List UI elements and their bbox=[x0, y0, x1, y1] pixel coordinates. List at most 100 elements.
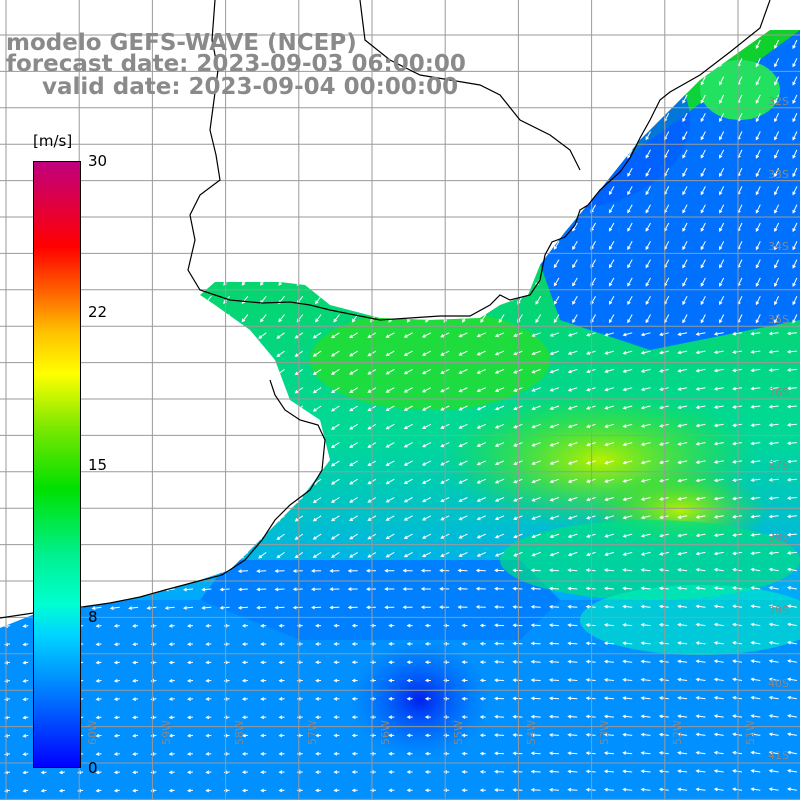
wind-arrow bbox=[276, 497, 285, 504]
wind-arrow bbox=[622, 623, 633, 627]
wind-arrow bbox=[168, 131, 176, 140]
wind-arrow bbox=[312, 387, 322, 394]
wind-arrow bbox=[640, 497, 651, 501]
wind-arrow bbox=[755, 314, 761, 324]
wind-arrow bbox=[719, 259, 725, 269]
wind-arrow bbox=[425, 277, 432, 287]
wind-arrow bbox=[333, 295, 340, 305]
wind-arrow bbox=[677, 405, 688, 410]
wind-arrow bbox=[640, 551, 651, 556]
wind-arrow bbox=[403, 405, 413, 411]
wind-arrow bbox=[572, 259, 578, 269]
wind-arrow bbox=[787, 677, 797, 682]
wind-arrow bbox=[149, 387, 157, 395]
wind-arrow bbox=[351, 623, 358, 628]
wind-arrow bbox=[112, 478, 121, 487]
wind-arrow bbox=[164, 569, 175, 574]
wind-arrow bbox=[241, 259, 249, 268]
wind-arrow bbox=[750, 423, 761, 428]
wind-arrow bbox=[494, 350, 505, 356]
wind-arrow bbox=[349, 387, 358, 393]
colorbar-tick: 0 bbox=[88, 759, 98, 777]
wind-arrow bbox=[682, 112, 688, 123]
wind-arrow bbox=[330, 551, 340, 558]
wind-arrow bbox=[572, 277, 578, 287]
wind-arrow bbox=[682, 222, 688, 232]
wind-arrow bbox=[149, 552, 157, 560]
wind-arrow bbox=[333, 751, 340, 756]
wind-arrow bbox=[535, 295, 542, 305]
wind-arrow bbox=[403, 478, 413, 484]
wind-arrow bbox=[424, 715, 431, 719]
wind-arrow bbox=[424, 733, 431, 738]
wind-arrow bbox=[567, 604, 578, 609]
wind-arrow bbox=[480, 131, 487, 140]
wind-arrow bbox=[461, 295, 468, 305]
wind-arrow bbox=[278, 259, 285, 268]
wind-arrow bbox=[719, 149, 725, 159]
wind-arrow bbox=[719, 222, 725, 232]
wind-arrow bbox=[168, 314, 176, 323]
wind-arrow bbox=[385, 497, 395, 503]
wind-arrow bbox=[786, 386, 797, 391]
wind-arrow bbox=[476, 332, 487, 338]
wind-arrow bbox=[296, 149, 304, 158]
wind-arrow bbox=[186, 770, 194, 775]
wind-arrow bbox=[682, 314, 688, 324]
wind-arrow bbox=[311, 569, 322, 573]
wind-arrow bbox=[768, 769, 779, 773]
wind-arrow bbox=[164, 606, 175, 610]
wind-arrow bbox=[241, 642, 248, 646]
wind-arrow bbox=[22, 387, 29, 396]
wind-arrow bbox=[58, 112, 66, 121]
wind-arrow bbox=[608, 94, 615, 104]
wind-arrow bbox=[278, 131, 285, 140]
wind-arrow bbox=[604, 423, 615, 428]
wind-arrow bbox=[130, 552, 139, 560]
wind-arrow bbox=[205, 660, 212, 665]
wind-arrow bbox=[792, 204, 798, 214]
wind-arrow bbox=[553, 222, 560, 232]
wind-arrow bbox=[203, 515, 212, 523]
wind-arrow bbox=[260, 642, 267, 646]
wind-arrow bbox=[239, 497, 249, 504]
wind-arrow bbox=[94, 277, 102, 286]
wind-arrow bbox=[94, 552, 102, 560]
lon-label: 55W bbox=[452, 720, 465, 745]
wind-arrow bbox=[755, 295, 761, 306]
wind-arrow bbox=[22, 660, 29, 665]
colorbar-unit: [m/s] bbox=[33, 132, 73, 150]
wind-arrow bbox=[58, 788, 65, 793]
wind-arrow bbox=[750, 441, 761, 446]
wind-arrow bbox=[476, 368, 487, 374]
wind-arrow bbox=[640, 332, 651, 337]
wind-arrow bbox=[421, 442, 432, 448]
wind-arrow bbox=[296, 112, 304, 122]
wind-arrow bbox=[278, 751, 285, 756]
wind-arrow bbox=[768, 640, 779, 645]
wind-arrow bbox=[351, 642, 358, 646]
wind-arrow bbox=[494, 788, 505, 792]
wind-arrow bbox=[421, 423, 432, 429]
wind-arrow bbox=[480, 186, 487, 195]
wind-arrow bbox=[112, 552, 121, 560]
wind-arrow bbox=[402, 568, 413, 573]
wind-arrow bbox=[167, 350, 176, 358]
wind-arrow bbox=[276, 551, 285, 559]
wind-arrow bbox=[239, 332, 249, 340]
wind-arrow bbox=[553, 186, 560, 196]
wind-arrow bbox=[608, 314, 615, 324]
wind-arrow bbox=[572, 295, 578, 305]
lon-label: 59W bbox=[160, 720, 173, 745]
wind-arrow bbox=[567, 641, 578, 646]
wind-arrow bbox=[627, 76, 633, 86]
wind-arrow bbox=[406, 715, 413, 719]
wind-arrow bbox=[530, 586, 541, 591]
wind-arrow bbox=[330, 533, 340, 540]
wind-arrow bbox=[750, 586, 761, 590]
wind-arrow bbox=[204, 277, 212, 286]
wind-arrow bbox=[113, 222, 121, 231]
wind-arrow bbox=[695, 750, 706, 755]
wind-arrow bbox=[476, 387, 487, 393]
wind-arrow bbox=[549, 551, 560, 557]
